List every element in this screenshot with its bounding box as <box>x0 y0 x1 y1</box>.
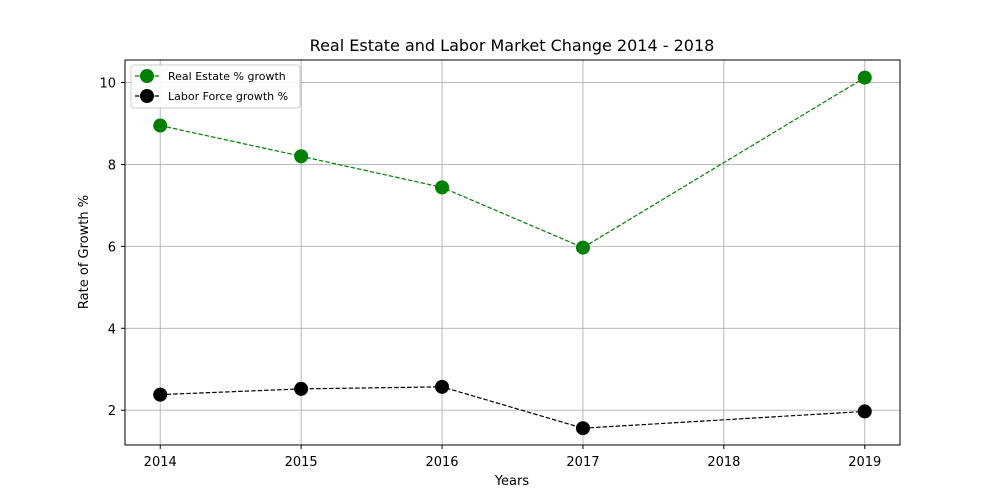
y-tick-label: 8 <box>108 158 116 173</box>
labor-force-data-point <box>857 404 872 419</box>
real-estate-data-point <box>294 149 309 164</box>
labor-force-data-point <box>153 387 168 402</box>
y-axis-label: Rate of Growth % <box>77 195 92 309</box>
x-tick-label: 2015 <box>285 455 318 470</box>
x-tick-label: 2019 <box>848 455 881 470</box>
x-tick-label: 2017 <box>566 455 599 470</box>
labor-force-data-point <box>294 381 309 396</box>
x-tick-label: 2016 <box>425 455 458 470</box>
plot-area-frame <box>124 59 901 446</box>
ticks: 2014 2015 2016 2017 2018 2019 2 4 6 8 10 <box>99 77 881 470</box>
y-tick-label: 4 <box>108 322 116 337</box>
labor-force-data-point <box>575 421 590 436</box>
x-axis-label: Years <box>494 474 530 489</box>
x-tick-label: 2018 <box>707 455 740 470</box>
real-estate-legend-marker <box>140 69 154 83</box>
series-group <box>153 70 872 436</box>
real-estate-data-point <box>857 70 872 85</box>
real-estate-legend-label: Real Estate % growth <box>168 70 286 83</box>
grid <box>125 60 900 445</box>
labor-force-series-line <box>160 386 865 429</box>
y-tick-label: 6 <box>108 240 116 255</box>
real-estate-data-point <box>575 240 590 255</box>
y-tick-label: 10 <box>99 77 116 92</box>
legend-box <box>130 64 301 109</box>
y-tick-label: 2 <box>108 404 116 419</box>
labor-force-data-point <box>435 379 450 394</box>
chart-title: Real Estate and Labor Market Change 2014… <box>310 36 715 55</box>
x-tick-label: 2014 <box>144 455 177 470</box>
labor-force-legend-label: Labor Force growth % <box>168 90 288 103</box>
real-estate-data-point <box>153 118 168 133</box>
legend: Real Estate % growth Labor Force growth % <box>130 64 301 109</box>
labor-force-legend-marker <box>140 89 154 103</box>
real-estate-data-point <box>435 180 450 195</box>
